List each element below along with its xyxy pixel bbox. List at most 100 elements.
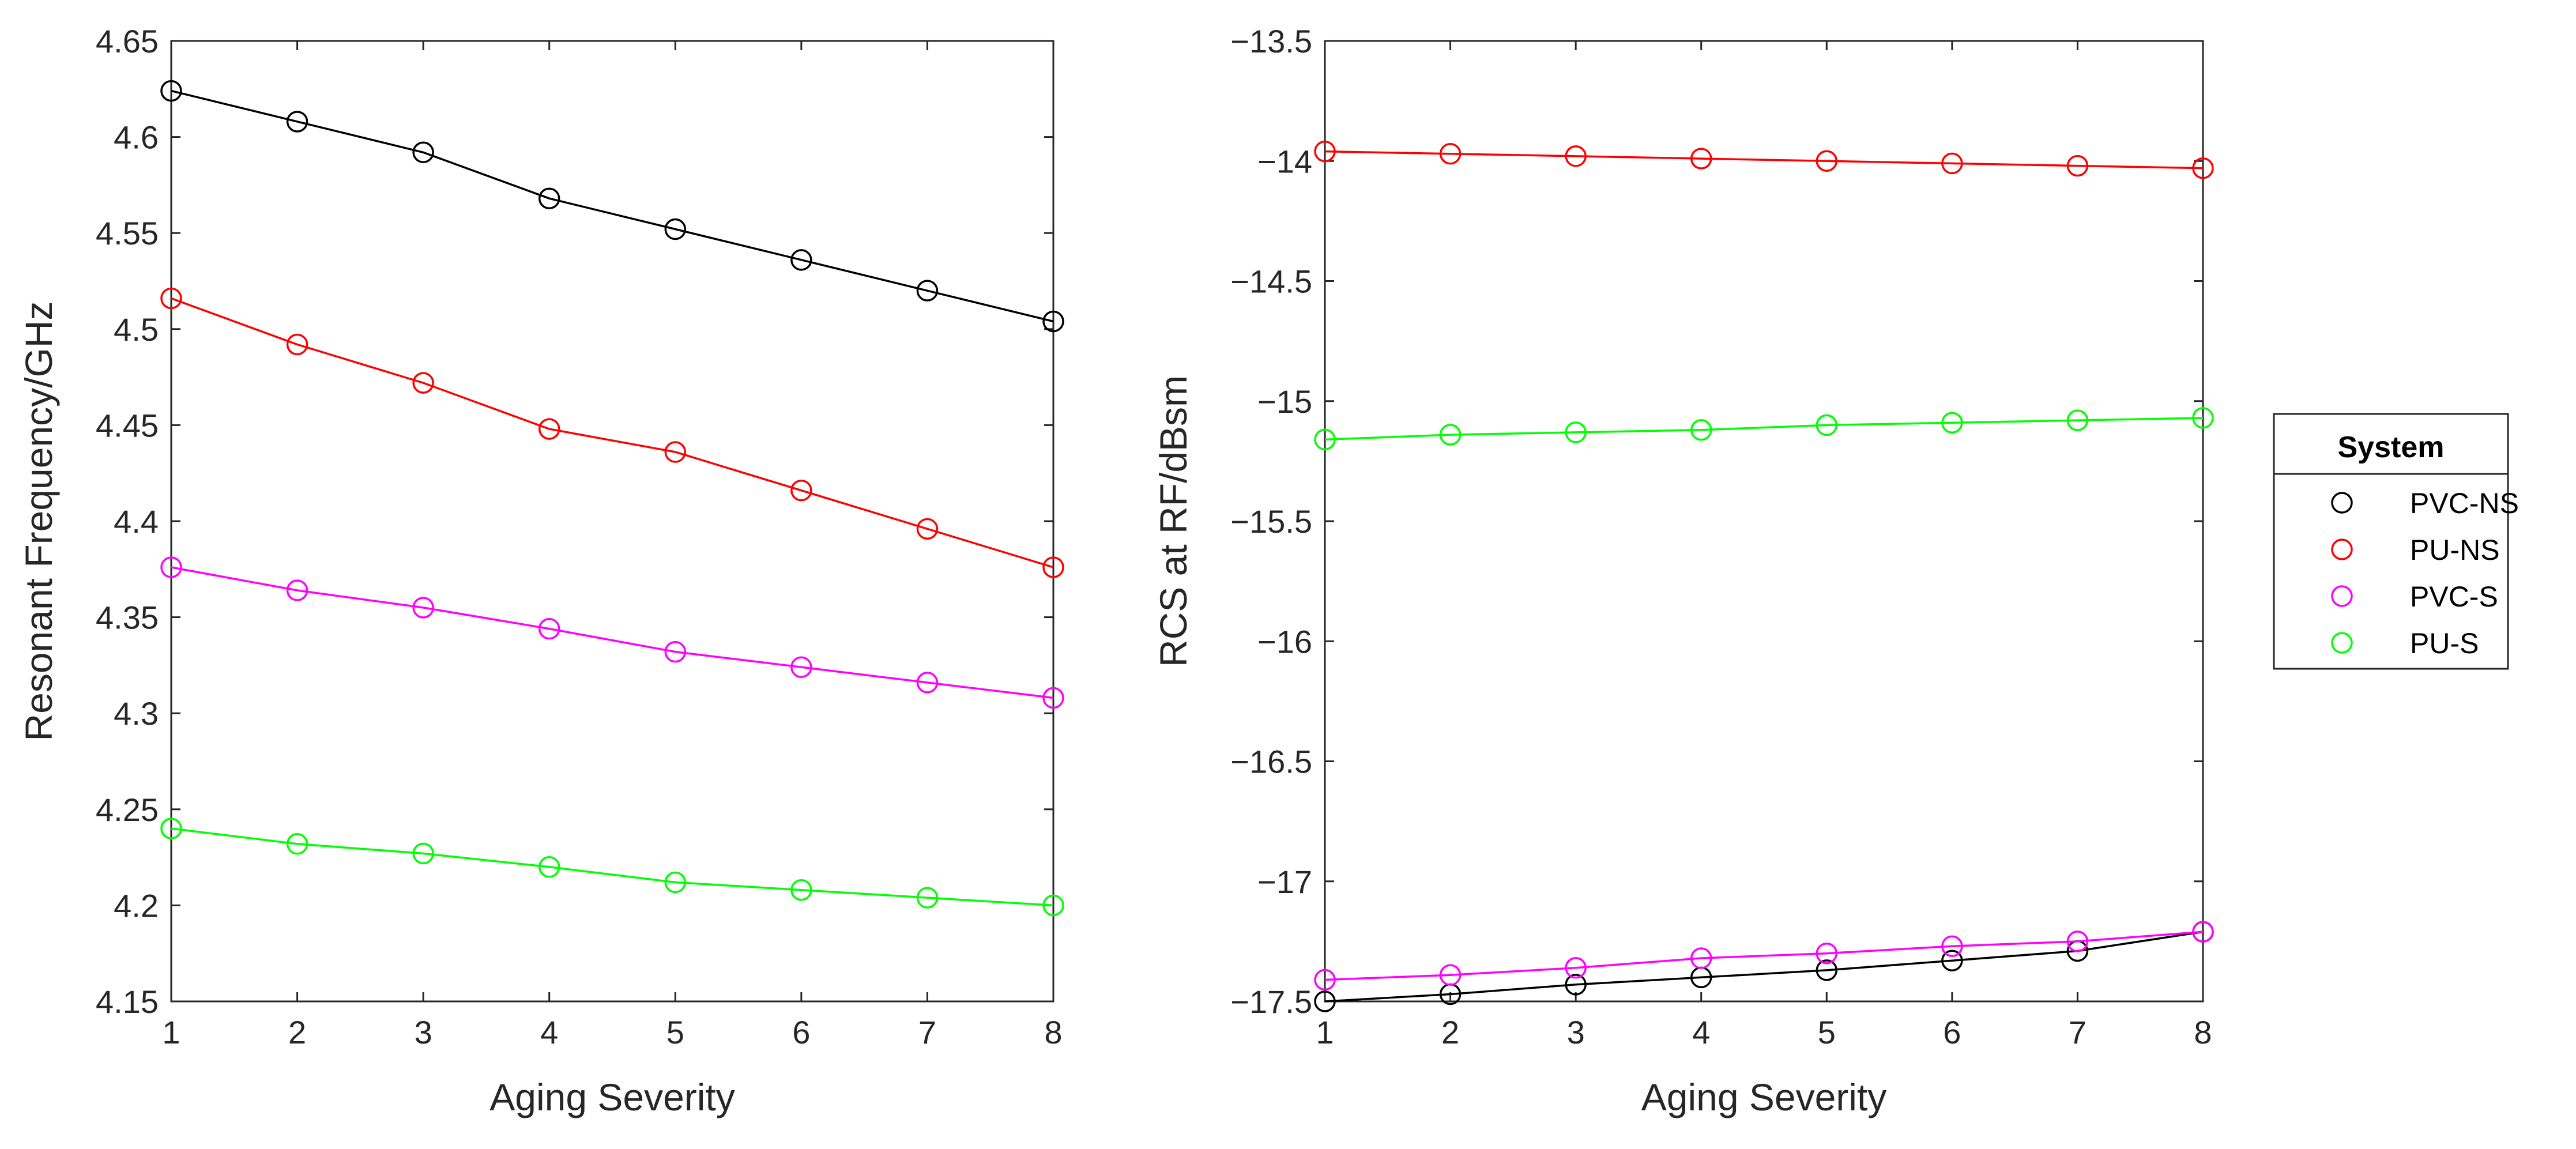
legend-label: PVC-NS — [2410, 487, 2519, 519]
legend-entry-pvc-s: PVC-S — [2331, 581, 2498, 613]
data-point — [2192, 921, 2214, 943]
x-tick-label: 1 — [162, 1014, 180, 1050]
x-tick-label: 7 — [918, 1014, 936, 1050]
data-point — [1941, 412, 1963, 434]
data-point — [1941, 950, 1963, 971]
y-tick-label: −17.5 — [1230, 984, 1312, 1020]
x-tick-label: 6 — [1943, 1014, 1961, 1050]
series-line-pvc-ns — [1324, 930, 2204, 1003]
data-point — [1565, 421, 1587, 443]
y-tick-label: 4.65 — [96, 23, 159, 59]
legend-marker — [2331, 538, 2353, 560]
series-pvc-s — [1314, 921, 2214, 991]
series-line-pu-s — [171, 827, 1054, 907]
data-point — [160, 556, 182, 578]
data-point — [286, 111, 308, 133]
data-point — [1565, 956, 1587, 979]
y-axis-label: Resonant Frequency/GHz — [17, 301, 60, 741]
data-point — [1042, 687, 1064, 709]
data-point — [664, 871, 687, 894]
data-point — [1439, 964, 1462, 986]
data-point — [916, 887, 939, 909]
y-tick-label: −17 — [1257, 864, 1312, 900]
data-point — [1314, 969, 1336, 991]
data-point — [1565, 145, 1587, 167]
y-tick-label: 4.35 — [96, 600, 159, 636]
legend-title: System — [2338, 431, 2445, 464]
data-point — [160, 80, 182, 102]
data-point — [538, 856, 560, 878]
legend-marker — [2331, 492, 2353, 514]
data-point — [790, 879, 812, 901]
x-tick-label: 7 — [2069, 1014, 2087, 1050]
data-point — [1042, 894, 1064, 917]
series-line-pvc-s — [1324, 930, 2204, 981]
y-tick-label: −14 — [1257, 143, 1312, 179]
data-point — [538, 187, 560, 209]
y-tick-label: −14.5 — [1230, 263, 1312, 300]
data-point — [412, 141, 434, 164]
legend-label: PU-NS — [2410, 534, 2500, 566]
data-point — [1042, 310, 1064, 333]
y-tick-label: 4.3 — [114, 695, 159, 732]
y-tick-label: 4.55 — [96, 215, 159, 251]
y-tick-label: 4.45 — [96, 407, 159, 443]
data-point — [1439, 424, 1462, 446]
left-plot-resonant-frequency: 1 2 3 4 5 6 7 8 4.15 4.2 4.25 4.3 4.35 4.4 4.45 4.5 4.55… — [17, 23, 1064, 1118]
data-point — [2066, 409, 2089, 431]
data-point — [1565, 974, 1587, 996]
legend-marker — [2331, 585, 2353, 607]
data-point — [1314, 990, 1336, 1012]
data-point — [286, 833, 308, 855]
y-tick-label: 4.2 — [114, 887, 159, 924]
data-point — [2192, 157, 2214, 179]
y-tick-label: −15.5 — [1230, 503, 1312, 540]
data-point — [790, 656, 812, 678]
data-point — [1042, 556, 1064, 578]
data-point — [790, 249, 812, 271]
data-point — [916, 672, 939, 694]
data-point — [412, 842, 434, 865]
series-pu-ns — [160, 287, 1064, 578]
right-plot-rcs: 1 2 3 4 5 6 7 8 −17.5 −17 −16.5 −16 −15.5 −15 −14.5 −14… — [1152, 23, 2214, 1118]
y-tick-label: 4.15 — [96, 984, 159, 1020]
legend-entries: PVC-NS PU-NS PVC-S PU-S — [2331, 487, 2519, 660]
data-point — [286, 579, 308, 601]
x-axis-label: Aging Severity — [489, 1076, 735, 1118]
x-tick-label: 3 — [1567, 1014, 1585, 1050]
y-tick-label: 4.5 — [114, 311, 159, 348]
data-point — [538, 617, 560, 640]
x-tick-label: 3 — [415, 1014, 432, 1050]
x-tick-label: 8 — [1044, 1014, 1062, 1050]
y-tick-label: −16.5 — [1230, 744, 1312, 780]
series-pu-s — [160, 818, 1064, 917]
y-tick-label: −13.5 — [1230, 23, 1312, 59]
data-point — [1816, 942, 1838, 965]
data-point — [1690, 148, 1712, 169]
data-point — [160, 287, 182, 310]
x-tick-label: 5 — [1818, 1014, 1836, 1050]
data-point — [916, 280, 939, 302]
data-point — [1816, 959, 1838, 981]
series-line-pvc-ns — [171, 89, 1054, 323]
y-axis-label: RCS at RF/dBsm — [1152, 375, 1195, 667]
data-point — [1439, 143, 1462, 165]
legend: System PVC-NS PU-NS PVC-S PU-S — [2273, 413, 2519, 670]
data-point — [1816, 150, 1838, 172]
x-axis-label: Aging Severity — [1641, 1076, 1887, 1118]
legend-label: PU-S — [2410, 627, 2479, 660]
y-tick-label: 4.25 — [96, 792, 159, 828]
data-point — [1941, 935, 1963, 957]
plot-area — [1324, 40, 2204, 1003]
x-tick-label: 1 — [1316, 1014, 1334, 1050]
data-point — [286, 333, 308, 356]
legend-entry-pu-ns: PU-NS — [2331, 534, 2500, 566]
x-tick-label: 4 — [1692, 1014, 1710, 1050]
legend-entry-pu-s: PU-S — [2331, 627, 2479, 660]
data-point — [160, 818, 182, 839]
data-point — [538, 418, 560, 440]
y-tick-label: 4.6 — [114, 119, 159, 156]
x-tick-label: 5 — [666, 1014, 684, 1050]
data-point — [412, 372, 434, 394]
